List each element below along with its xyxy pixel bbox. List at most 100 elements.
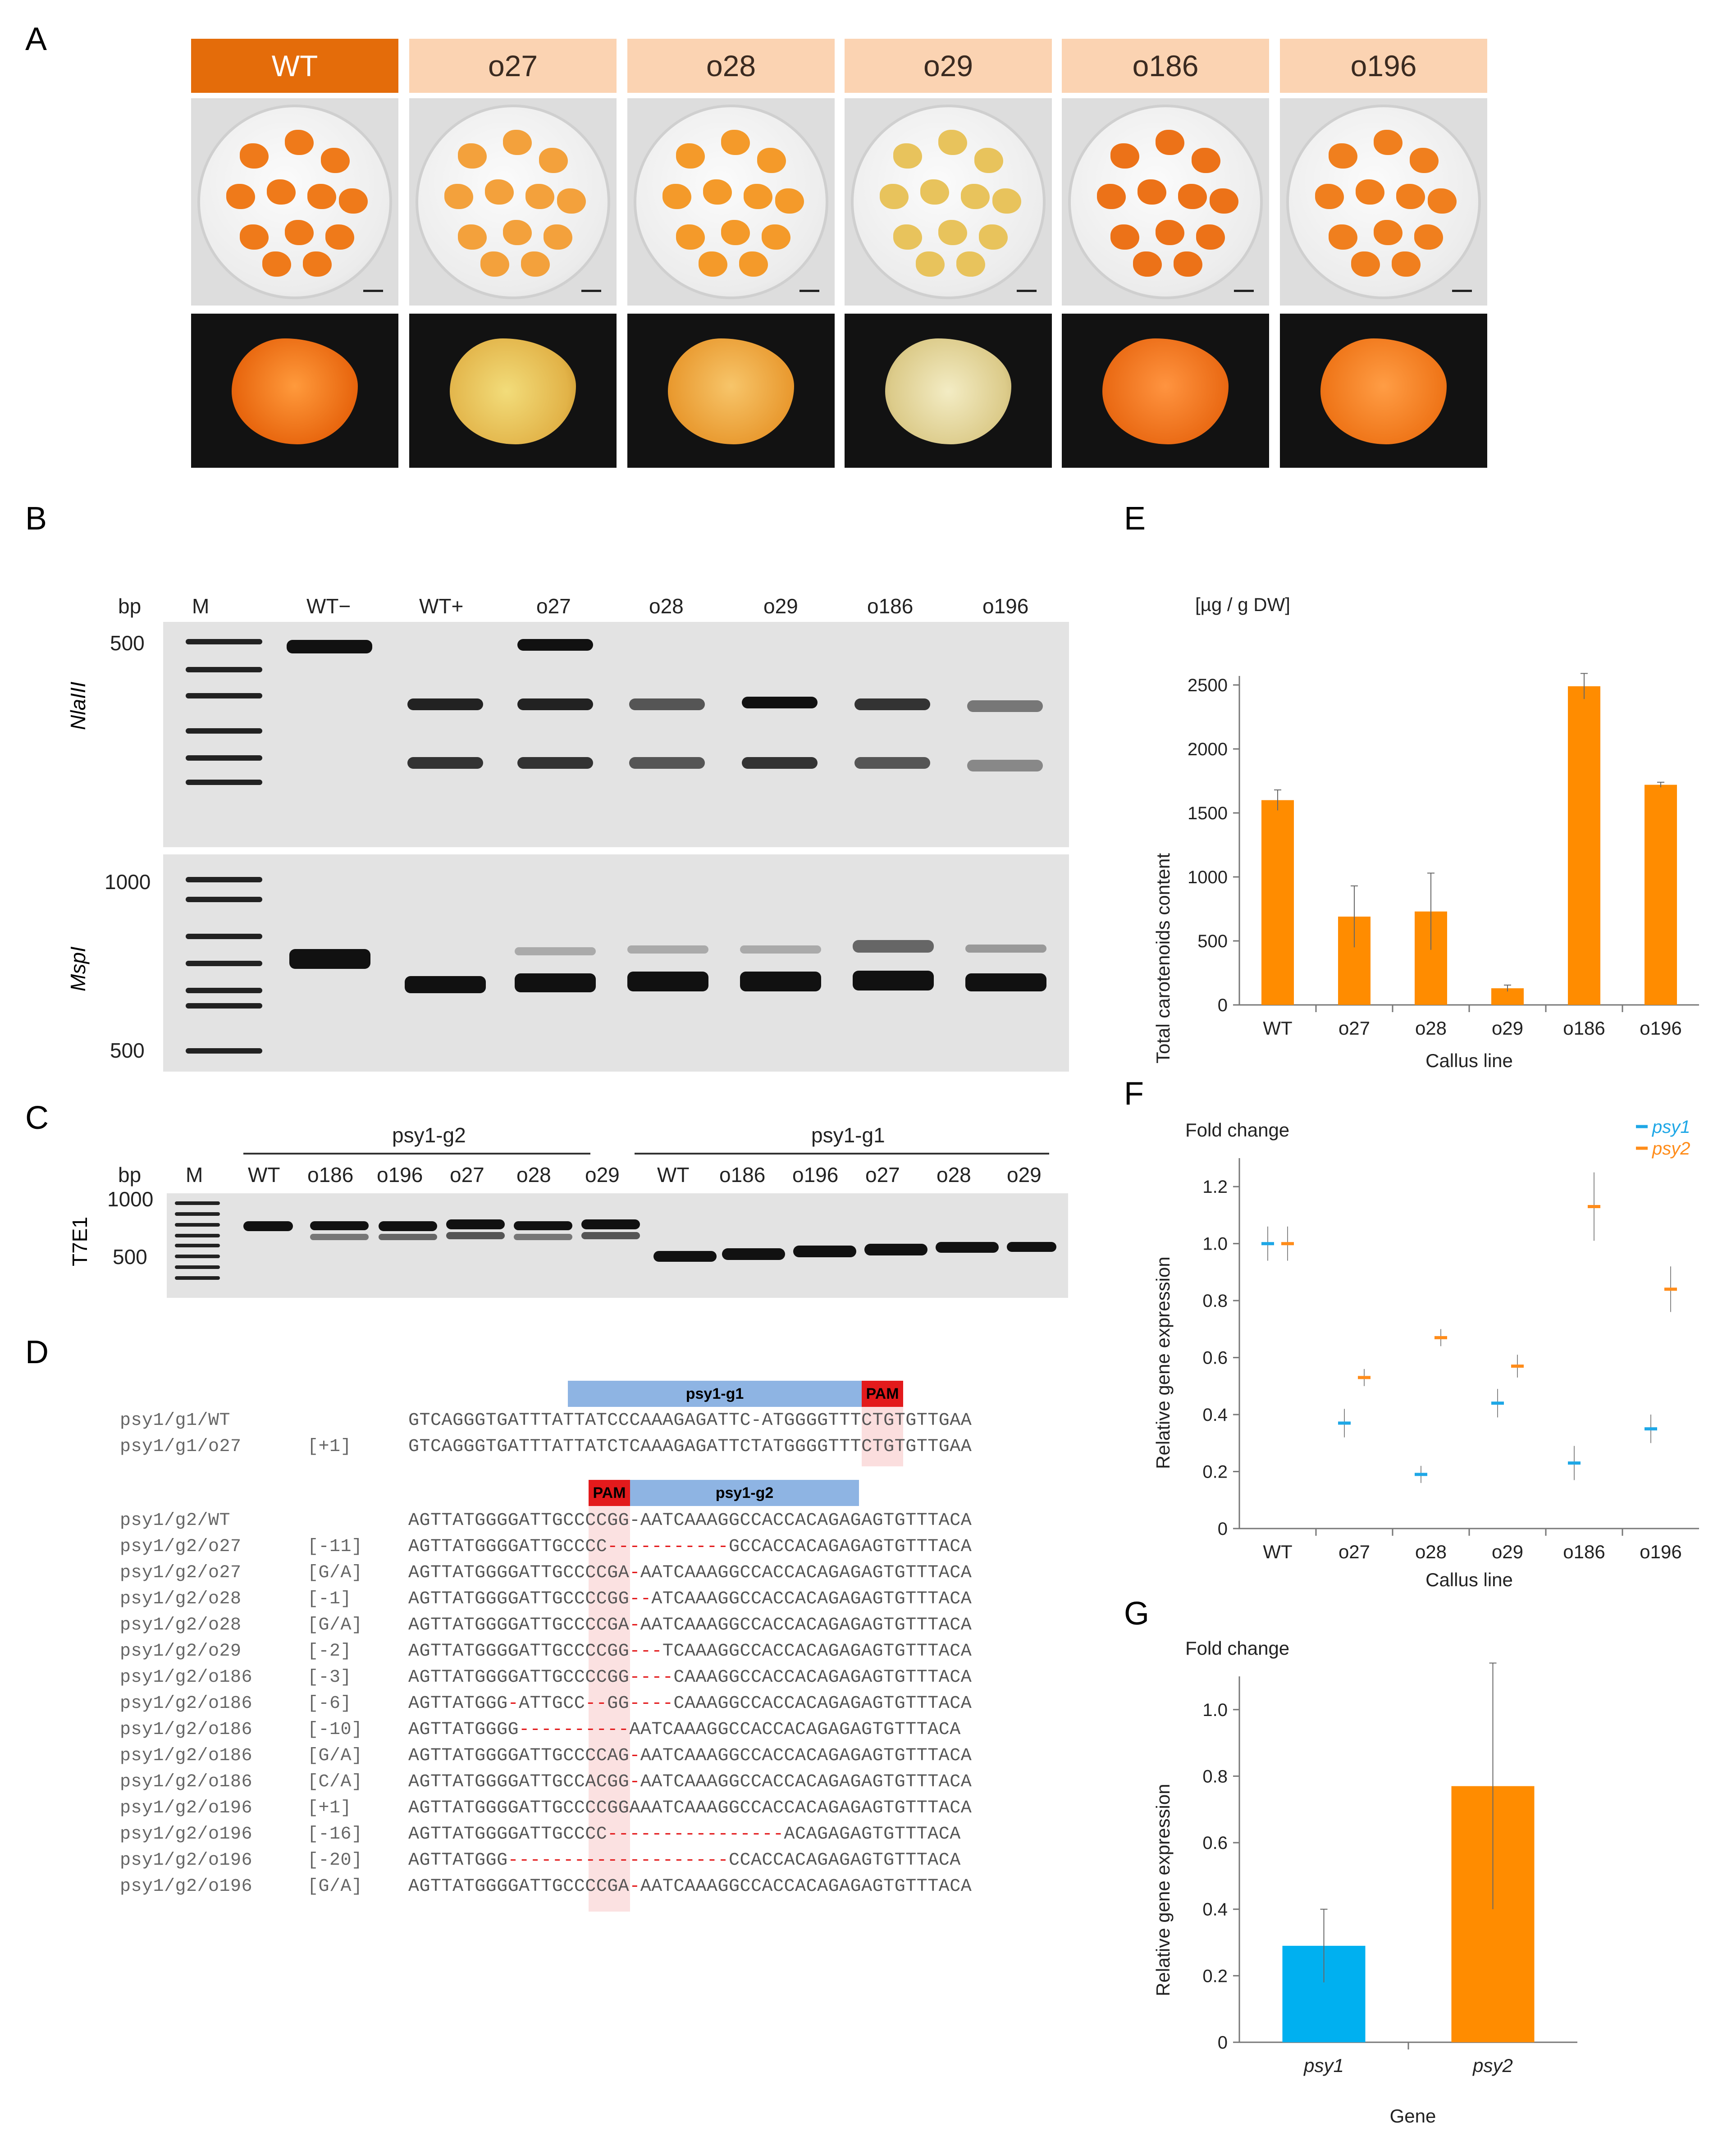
callus-piece <box>321 148 350 173</box>
x-tick-label: o196 <box>1640 1541 1681 1562</box>
callus-piece <box>307 184 336 209</box>
size-marker-1000-c: 1000 <box>107 1187 154 1211</box>
x-tick-label: psy1 <box>1303 2055 1344 2076</box>
scale-bar <box>799 290 819 292</box>
callus-closeup-o27 <box>409 314 617 468</box>
callus-piece <box>240 143 269 169</box>
seq-g2-row-tag-10: [C/A] <box>307 1772 363 1792</box>
x-tick-label: o29 <box>1492 1541 1523 1562</box>
y-tick-label: 1.0 <box>1202 1234 1228 1254</box>
callus-piece <box>961 184 990 209</box>
y-tick-label: 0.6 <box>1202 1833 1228 1853</box>
callus-piece <box>893 224 922 250</box>
chart-g-title: Fold change <box>1185 1638 1289 1659</box>
x-tick-label: psy2 <box>1472 2055 1513 2076</box>
callus-piece <box>1138 179 1166 205</box>
chart-g-ylabel: Relative gene expression <box>1152 1784 1174 1996</box>
seq-g2-row-sequence-5: AGTTATGGGGATTGCCCCGG---TCAAAGGCCACCACAGA… <box>408 1641 972 1661</box>
y-tick-label: 0 <box>1218 1519 1228 1539</box>
callus-piece <box>285 220 314 245</box>
callus-closeup-wt <box>191 314 398 468</box>
seq-g1-row-tag-1: [+1] <box>307 1437 352 1457</box>
bar-o196 <box>1645 785 1677 1005</box>
legend-label-psy1: psy1 <box>1652 1117 1690 1137</box>
guide-bar-psy1-g1: psy1-g1 <box>568 1381 862 1407</box>
callus-piece <box>1110 143 1139 169</box>
callus-piece <box>1110 224 1139 250</box>
seq-g2-row-name-9: psy1/g2/o186 <box>120 1746 253 1766</box>
scale-bar <box>1452 290 1472 292</box>
seq-g2-row-name-4: psy1/g2/o28 <box>120 1615 242 1635</box>
lane-c-g2-o196: o196 <box>377 1163 423 1187</box>
callus-piece <box>1192 148 1220 173</box>
lane-c-g1-o28: o28 <box>937 1163 971 1187</box>
scale-bar <box>1017 290 1037 292</box>
petri-dish-o29 <box>845 98 1052 306</box>
callus-piece <box>1178 184 1207 209</box>
chart-f-ylabel: Relative gene expression <box>1152 1256 1174 1469</box>
callus-piece <box>544 224 572 250</box>
x-tick-label: o28 <box>1415 1018 1447 1039</box>
panel-label-g: G <box>1124 1596 1150 1632</box>
legend-label-psy2: psy2 <box>1652 1139 1690 1159</box>
y-tick-label: 0 <box>1218 2033 1228 2053</box>
callus-piece <box>1396 184 1425 209</box>
lane-label-wt-plus: WT+ <box>419 594 464 618</box>
callus-piece <box>1156 220 1184 245</box>
seq-g2-row-name-8: psy1/g2/o186 <box>120 1720 253 1740</box>
callus-piece <box>480 251 509 277</box>
seq-g2-row-sequence-4: AGTTATGGGGATTGCCCCGA-AATCAAAGGCCACCACAGA… <box>408 1615 972 1635</box>
callus-piece <box>1329 224 1357 250</box>
callus-piece <box>1210 188 1238 214</box>
scale-bar <box>363 290 383 292</box>
callus-piece <box>739 251 768 277</box>
callus-piece <box>880 184 909 209</box>
callus-piece <box>775 188 804 214</box>
y-tick-label: 0.6 <box>1202 1348 1228 1368</box>
seq-g1-row-sequence-1: GTCAGGGTGATTTATTATCTCAAAGAGATTCTATGGGGTT… <box>408 1437 972 1457</box>
callus-piece <box>979 224 1008 250</box>
callus-piece <box>938 220 967 245</box>
seq-g2-row-sequence-2: AGTTATGGGGATTGCCCCGA-AATCAAAGGCCACCACAGA… <box>408 1563 972 1583</box>
pam-bar-g2: PAM <box>589 1480 630 1506</box>
enzyme-label-t7e1: T7E1 <box>68 1217 91 1266</box>
callus-piece <box>1156 130 1184 155</box>
callus-piece <box>1315 184 1344 209</box>
callus-piece <box>992 188 1021 214</box>
group-divider-g2 <box>243 1153 590 1155</box>
callus-piece <box>240 224 269 250</box>
seq-g2-row-sequence-12: AGTTATGGGGATTGCCCC----------------ACAGAG… <box>408 1824 961 1844</box>
scale-bar <box>581 290 601 292</box>
enzyme-label-mspi: MspI <box>66 946 90 991</box>
lane-c-g1-o27: o27 <box>865 1163 900 1187</box>
chart-f-title: Fold change <box>1185 1119 1289 1141</box>
x-tick-label: o196 <box>1640 1018 1681 1039</box>
y-tick-label: 1.2 <box>1202 1177 1228 1197</box>
bp-label: bp <box>118 594 142 618</box>
y-tick-label: 0.4 <box>1202 1900 1228 1920</box>
x-tick-label: WT <box>1263 1541 1292 1562</box>
panel-label-a: A <box>25 21 47 57</box>
pam-highlight-g2 <box>589 1506 630 1912</box>
callus-piece <box>458 143 487 169</box>
lane-c-g2-o28: o28 <box>516 1163 551 1187</box>
callus-piece <box>1196 224 1225 250</box>
bar-o186 <box>1568 686 1600 1005</box>
seq-g2-row-sequence-6: AGTTATGGGGATTGCCCCGG----CAAAGGCCACCACAGA… <box>408 1667 972 1688</box>
lane-c-g2-wt: WT <box>248 1163 280 1187</box>
seq-g2-row-tag-12: [-16] <box>307 1824 363 1844</box>
line-header-o196: o196 <box>1280 39 1487 93</box>
lane-label-wt-minus: WT− <box>306 594 351 618</box>
bp-label-c: bp <box>118 1163 142 1187</box>
callus-piece <box>974 148 1003 173</box>
callus-piece <box>485 179 514 205</box>
callus-piece <box>703 179 732 205</box>
seq-g2-row-tag-11: [+1] <box>307 1798 352 1818</box>
seq-g2-row-name-1: psy1/g2/o27 <box>120 1537 242 1557</box>
petri-dish-o196 <box>1280 98 1487 306</box>
y-tick-label: 1500 <box>1188 803 1228 823</box>
x-tick-label: WT <box>1263 1018 1292 1039</box>
seq-g2-row-sequence-9: AGTTATGGGGATTGCCCCAG-AATCAAAGGCCACCACAGA… <box>408 1746 972 1766</box>
callus-piece <box>444 184 473 209</box>
petri-dish-o186 <box>1062 98 1269 306</box>
